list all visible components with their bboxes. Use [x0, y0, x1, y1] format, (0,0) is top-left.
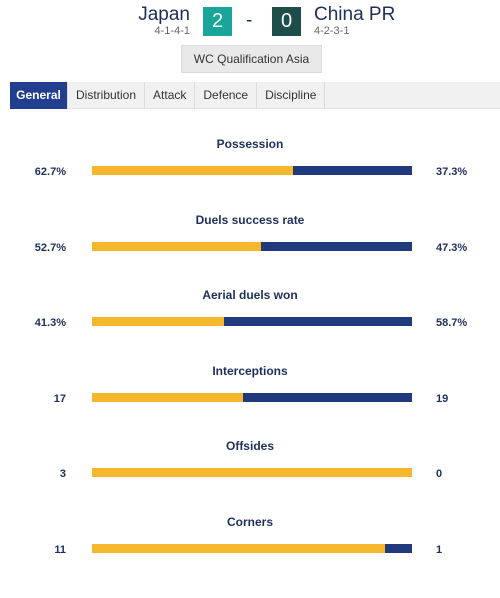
score-separator: -: [246, 10, 253, 31]
stat-title: Aerial duels won: [202, 288, 298, 302]
comparison-bar: [92, 544, 412, 553]
home-bar-fill: [92, 544, 386, 553]
home-bar-fill: [92, 317, 225, 326]
away-bar-fill: [292, 166, 412, 175]
home-bar-fill: [92, 468, 412, 477]
away-bar-fill: [260, 242, 412, 251]
comparison-bar: [92, 468, 412, 477]
away-bar-fill: [224, 317, 412, 326]
tab-discipline[interactable]: Discipline: [257, 82, 326, 109]
home-value: 62.7%: [34, 166, 66, 178]
stat-title: Possession: [216, 137, 284, 151]
competition-badge[interactable]: WC Qualification Asia: [181, 45, 322, 73]
tab-defence[interactable]: Defence: [195, 82, 258, 109]
tab-distribution[interactable]: Distribution: [68, 82, 146, 109]
stat-title: Interceptions: [212, 364, 288, 378]
home-value: 3: [59, 468, 66, 480]
home-formation: 4-1-4-1: [154, 25, 190, 37]
away-value: 58.7%: [436, 317, 468, 329]
comparison-bar: [92, 317, 412, 326]
home-value: 11: [54, 544, 66, 556]
away-formation: 4-2-3-1: [314, 25, 350, 37]
away-bar-fill: [243, 393, 412, 402]
home-value: 52.7%: [34, 242, 66, 254]
home-value: 17: [53, 393, 66, 405]
home-value: 41.3%: [34, 317, 66, 329]
away-value: 0: [436, 468, 443, 480]
stat-row-interceptions: Interceptions 17 19: [0, 364, 500, 424]
tab-general[interactable]: General: [10, 82, 68, 109]
away-value: 1: [436, 544, 443, 556]
comparison-bar: [92, 393, 412, 402]
stat-row-aerial-duels-won: Aerial duels won 41.3% 58.7%: [0, 288, 500, 348]
comparison-bar: [92, 166, 412, 175]
stat-row-offsides: Offsides 3 0: [0, 439, 500, 499]
away-score: 0: [272, 7, 301, 36]
match-header: Japan 4-1-4-1 2 - 0 China PR 4-2-3-1: [0, 0, 500, 40]
home-score: 2: [203, 7, 232, 36]
stat-title: Offsides: [225, 439, 274, 453]
stat-row-duels-success-rate: Duels success rate 52.7% 47.3%: [0, 213, 500, 273]
home-bar-fill: [92, 393, 244, 402]
home-team: Japan 4-1-4-1: [138, 4, 190, 38]
away-value: 47.3%: [436, 242, 468, 254]
home-team-name[interactable]: Japan: [138, 4, 190, 25]
tab-attack[interactable]: Attack: [145, 82, 196, 109]
home-bar-fill: [92, 166, 293, 175]
away-value: 19: [436, 393, 449, 405]
stat-row-corners: Corners 11 1: [0, 515, 500, 575]
away-bar-fill: [385, 544, 412, 553]
stats-tab-bar: General Distribution Attack Defence Disc…: [10, 82, 500, 109]
away-value: 37.3%: [436, 166, 468, 178]
home-bar-fill: [92, 242, 261, 251]
comparison-bar: [92, 242, 412, 251]
stat-title: Corners: [226, 515, 273, 529]
away-team: China PR 4-2-3-1: [314, 4, 396, 38]
stat-row-possession: Possession 62.7% 37.3%: [0, 137, 500, 197]
away-team-name[interactable]: China PR: [314, 4, 396, 25]
stat-title: Duels success rate: [195, 213, 305, 227]
